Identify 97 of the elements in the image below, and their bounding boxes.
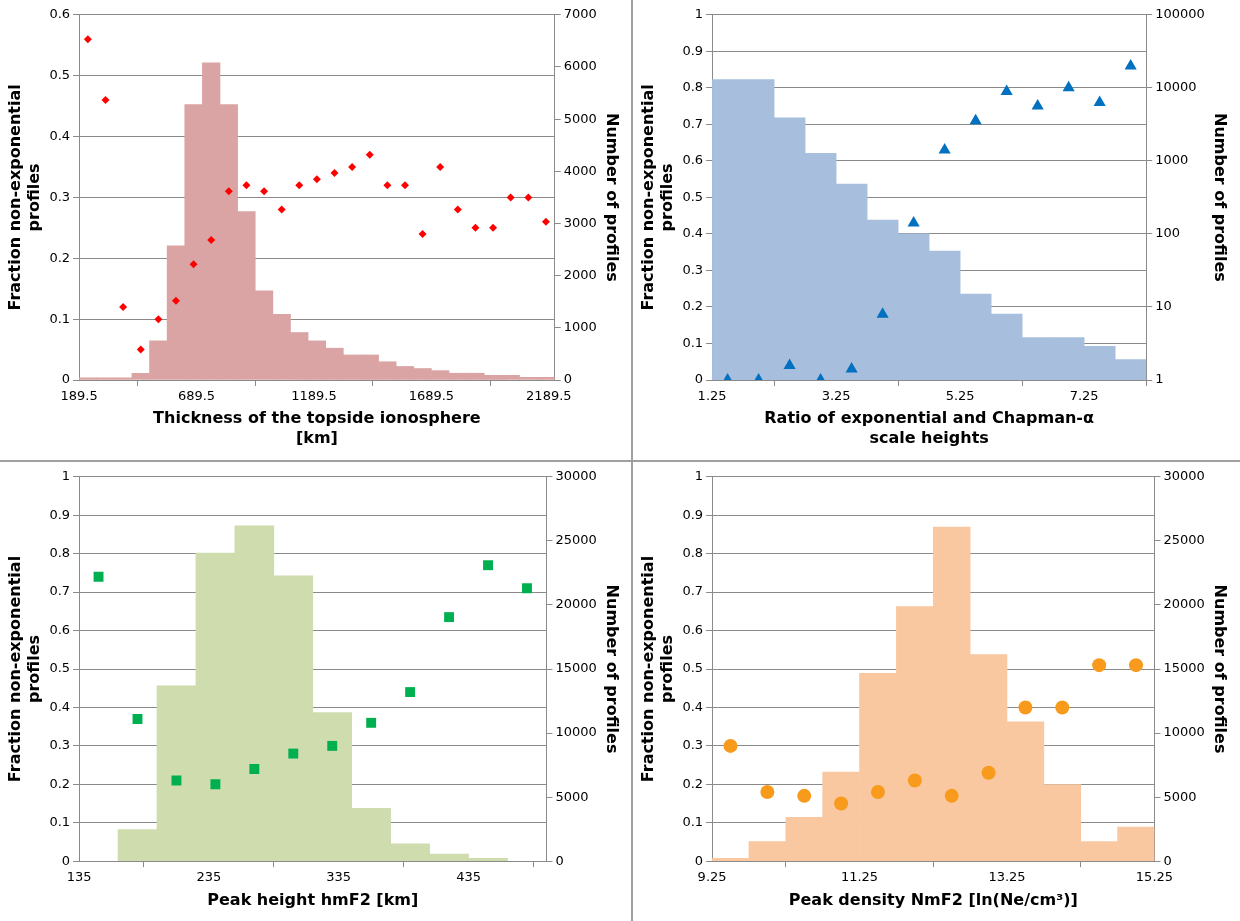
y2-axis-title: Number of profiles xyxy=(603,584,623,754)
y2-tick-label: 20000 xyxy=(1163,596,1205,612)
y-tick-label: 0.5 xyxy=(49,660,71,676)
y2-tick-label: 15000 xyxy=(1163,660,1205,676)
y-tick-label: 0.4 xyxy=(682,698,704,714)
y-tick-label: 0.2 xyxy=(49,249,71,265)
y2-axis-title: Number of profiles xyxy=(1211,584,1231,754)
y-tick-label: 0.4 xyxy=(682,225,704,241)
y2-tick-label: 5000 xyxy=(555,788,589,804)
y2-tick-label: 100000 xyxy=(1155,6,1205,22)
y-tick-label: 1 xyxy=(61,468,71,484)
y2-tick-label: 0 xyxy=(1163,852,1172,868)
x-tick-label: 689.5 xyxy=(177,388,216,404)
x-tick-label: 135 xyxy=(66,869,92,885)
y2-tick-label: 1000 xyxy=(1155,152,1189,168)
x-tick-label: 435 xyxy=(456,869,481,885)
y2-tick-label: 10000 xyxy=(1163,724,1205,740)
y-tick-label: 0.5 xyxy=(682,188,704,204)
y2-tick-label: 25000 xyxy=(1163,532,1205,548)
y2-tick-label: 5000 xyxy=(1163,788,1197,804)
y-tick-label: 0.8 xyxy=(682,545,704,561)
y2-tick-label: 6000 xyxy=(563,58,597,74)
x-axis-title: Thickness of the topside ionosphere [km] xyxy=(153,408,481,447)
y2-tick-label: 10000 xyxy=(555,724,597,740)
y-tick-label: 0.1 xyxy=(682,814,704,830)
y2-tick-label: 10000 xyxy=(1155,79,1197,95)
y-tick-label: 0.1 xyxy=(49,814,71,830)
x-axis-title: Peak density NmF2 [ln(Ne/cm³)] xyxy=(788,889,1078,909)
x-axis-title: Ratio of exponential and Chapman-α scale heights xyxy=(764,408,1094,447)
y-tick-label: 0.6 xyxy=(49,6,71,22)
y-tick-label: 0.3 xyxy=(49,737,71,753)
y-tick-label: 0.3 xyxy=(682,737,704,753)
y-tick-label: 0.6 xyxy=(682,621,704,637)
y-tick-label: 0.4 xyxy=(49,127,71,143)
y2-tick-label: 1 xyxy=(1155,371,1164,387)
y-tick-label: 0.7 xyxy=(682,583,704,599)
y2-tick-label: 7000 xyxy=(563,6,597,22)
x-tick-label: 9.25 xyxy=(697,869,727,885)
y-tick-label: 0.6 xyxy=(682,152,704,168)
x-axis-title: Peak height hmF2 [km] xyxy=(207,889,419,909)
y2-tick-label: 25000 xyxy=(555,532,597,548)
y-tick-label: 0.3 xyxy=(49,188,71,204)
y-tick-label: 0.9 xyxy=(49,506,71,522)
y-tick-label: 0.4 xyxy=(49,698,71,714)
x-tick-label: 5.25 xyxy=(945,388,975,404)
y2-tick-label: 2000 xyxy=(563,267,597,283)
y2-tick-label: 1000 xyxy=(563,319,597,335)
y-tick-label: 0.3 xyxy=(682,261,704,277)
y-axis-title: Fraction non-exponential profiles xyxy=(4,84,43,311)
y2-tick-label: 0 xyxy=(555,852,564,868)
y2-tick-label: 3000 xyxy=(563,214,597,230)
x-tick-label: 189.5 xyxy=(60,388,98,404)
x-tick-label: 335 xyxy=(326,869,352,885)
x-tick-label: 1.25 xyxy=(697,388,727,404)
y-tick-label: 0.9 xyxy=(682,506,704,522)
y-tick-label: 0 xyxy=(61,852,71,868)
y-tick-label: 0.5 xyxy=(682,660,704,676)
y-axis-title: Fraction non-exponential profiles xyxy=(4,555,43,783)
y-tick-label: 1 xyxy=(694,468,704,484)
y-tick-label: 0.1 xyxy=(682,334,704,350)
y-tick-label: 0.2 xyxy=(49,775,71,791)
y2-tick-label: 10 xyxy=(1155,298,1172,314)
y-tick-label: 0 xyxy=(694,852,704,868)
y-tick-label: 0.8 xyxy=(49,545,71,561)
y-tick-label: 0.6 xyxy=(49,621,71,637)
y-tick-label: 0.1 xyxy=(49,310,71,326)
y-tick-label: 0.2 xyxy=(682,298,704,314)
y-tick-label: 0.2 xyxy=(682,775,704,791)
y-tick-label: 0.7 xyxy=(682,115,704,131)
y-tick-label: 0.9 xyxy=(682,42,704,58)
y-tick-label: 0.7 xyxy=(49,583,71,599)
y-tick-label: 0.5 xyxy=(49,67,71,83)
y-tick-label: 0 xyxy=(694,371,704,387)
x-tick-label: 15.25 xyxy=(1135,869,1174,885)
y-tick-label: 0.8 xyxy=(682,79,704,95)
y2-axis-title: Number of profiles xyxy=(1211,113,1231,282)
y-tick-label: 1 xyxy=(694,6,704,22)
x-tick-label: 1189.5 xyxy=(291,388,337,404)
y2-tick-label: 30000 xyxy=(1163,468,1205,484)
x-tick-label: 2189.5 xyxy=(526,388,572,404)
x-tick-label: 1689.5 xyxy=(408,388,455,404)
y2-axis-title: Number of profiles xyxy=(603,113,623,282)
y2-tick-label: 20000 xyxy=(555,596,597,612)
y2-tick-label: 0 xyxy=(563,371,572,387)
y-axis-title: Fraction non-exponential profiles xyxy=(637,555,676,783)
x-tick-label: 7.25 xyxy=(1069,388,1099,404)
y-tick-label: 0 xyxy=(61,371,71,387)
x-tick-label: 3.25 xyxy=(821,388,851,404)
y2-tick-label: 100 xyxy=(1155,225,1180,241)
x-tick-label: 13.25 xyxy=(988,869,1026,885)
x-tick-label: 235 xyxy=(196,869,222,885)
y2-tick-label: 15000 xyxy=(555,660,597,676)
y2-tick-label: 30000 xyxy=(555,468,597,484)
y2-tick-label: 5000 xyxy=(563,110,597,126)
y2-tick-label: 4000 xyxy=(563,162,597,178)
x-tick-label: 11.25 xyxy=(840,869,879,885)
y-axis-title: Fraction non-exponential profiles xyxy=(637,84,676,311)
